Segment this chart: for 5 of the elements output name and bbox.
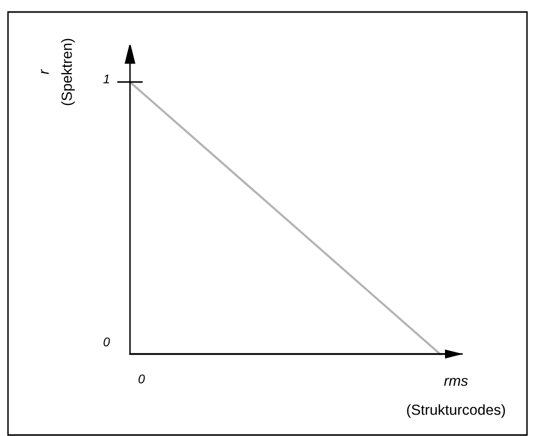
text: 0 xyxy=(138,374,145,384)
annotation: 1 xyxy=(103,74,109,84)
text: rms (Strukturcodes) xyxy=(407,378,505,418)
y-axis-title: r (Spektren) xyxy=(40,38,75,106)
annotation: 0 xyxy=(104,338,110,346)
